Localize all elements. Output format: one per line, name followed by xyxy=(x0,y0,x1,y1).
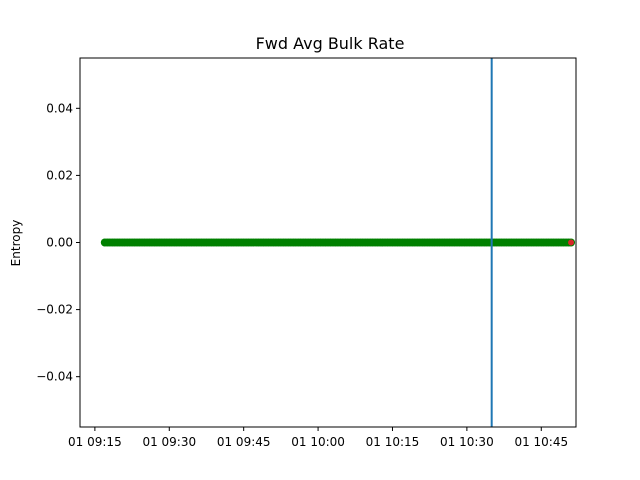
y-axis-label: Entropy xyxy=(9,220,23,267)
y-axis: 0.04 0.02 0.00 −0.02 −0.04 xyxy=(36,101,80,384)
series-0 xyxy=(100,238,576,247)
y-tick-label: 0.04 xyxy=(46,101,73,115)
plot-area xyxy=(100,58,576,427)
highlight-point xyxy=(568,239,575,246)
y-tick-label: −0.02 xyxy=(36,303,73,317)
x-tick-label: 01 09:30 xyxy=(142,435,196,449)
y-tick-label: −0.04 xyxy=(36,370,73,384)
x-tick-label: 01 10:00 xyxy=(291,435,345,449)
y-tick-label: 0.02 xyxy=(46,168,73,182)
y-tick-label: 0.00 xyxy=(46,236,73,250)
x-tick-label: 01 09:15 xyxy=(68,435,122,449)
x-tick-label: 01 10:15 xyxy=(366,435,420,449)
x-tick-label: 01 09:45 xyxy=(217,435,271,449)
chart-title: Fwd Avg Bulk Rate xyxy=(256,34,405,53)
x-axis: 01 09:15 01 09:30 01 09:45 01 10:00 01 10:15… xyxy=(68,427,568,449)
x-tick-label: 01 10:45 xyxy=(514,435,568,449)
x-tick-label: 01 10:30 xyxy=(440,435,494,449)
